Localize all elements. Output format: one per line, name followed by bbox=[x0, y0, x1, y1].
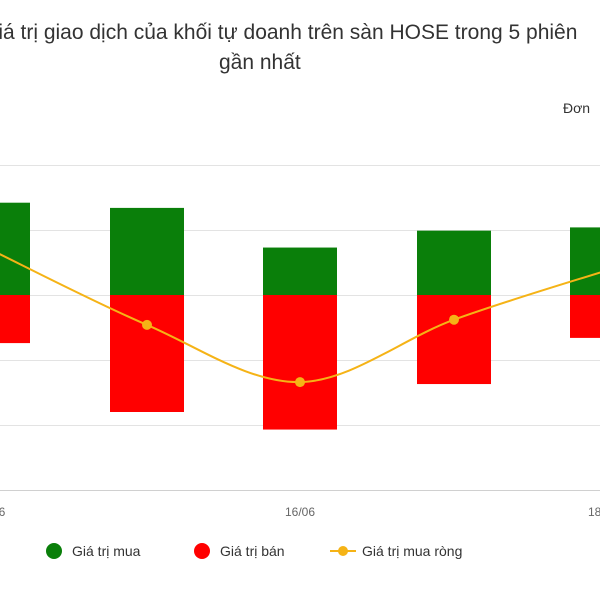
net-buy-point-1[interactable] bbox=[142, 319, 152, 330]
net-buy-line bbox=[0, 253, 600, 388]
sell-bar-0[interactable] bbox=[0, 295, 30, 344]
legend-item-net[interactable]: Giá trị mua ròng bbox=[330, 543, 462, 559]
legend-label-buy: Giá trị mua bbox=[72, 543, 141, 559]
legend-dot-green-icon bbox=[46, 543, 62, 559]
legend-item-sell[interactable]: Giá trị bán bbox=[194, 543, 285, 559]
x-tick-label-0: 06 bbox=[0, 505, 6, 519]
legend-dot-red-icon bbox=[194, 543, 210, 559]
buy-bar-1[interactable] bbox=[110, 207, 184, 295]
sell-bar-2[interactable] bbox=[263, 295, 337, 430]
legend: Giá trị mua Giá trị bán Giá trị mua ròng bbox=[0, 543, 600, 567]
legend-label-sell: Giá trị bán bbox=[220, 543, 285, 559]
buy-bar-3[interactable] bbox=[417, 230, 491, 295]
legend-item-buy[interactable]: Giá trị mua bbox=[46, 543, 140, 559]
chart-title-line-2: gần nhất bbox=[219, 51, 301, 74]
buy-bar-4[interactable] bbox=[570, 227, 600, 295]
sell-bar-4[interactable] bbox=[570, 295, 600, 338]
buy-bar-0[interactable] bbox=[0, 202, 30, 295]
legend-line-marker-icon bbox=[330, 543, 356, 559]
sell-bar-3[interactable] bbox=[417, 295, 491, 385]
bars bbox=[0, 202, 600, 430]
legend-label-net: Giá trị mua ròng bbox=[362, 543, 463, 559]
x-tick-label-2: 18 bbox=[588, 505, 600, 519]
x-tick-labels: 06 16/06 18 bbox=[0, 505, 600, 519]
chart-title-line-1: Giá trị giao dịch của khối tự doanh trên… bbox=[0, 21, 578, 44]
x-tick-label-1: 16/06 bbox=[285, 505, 315, 519]
buy-bar-2[interactable] bbox=[263, 247, 337, 295]
net-buy-point-2[interactable] bbox=[295, 377, 305, 388]
net-buy-point-3[interactable] bbox=[449, 314, 459, 325]
unit-label: Đơn bbox=[563, 100, 591, 116]
